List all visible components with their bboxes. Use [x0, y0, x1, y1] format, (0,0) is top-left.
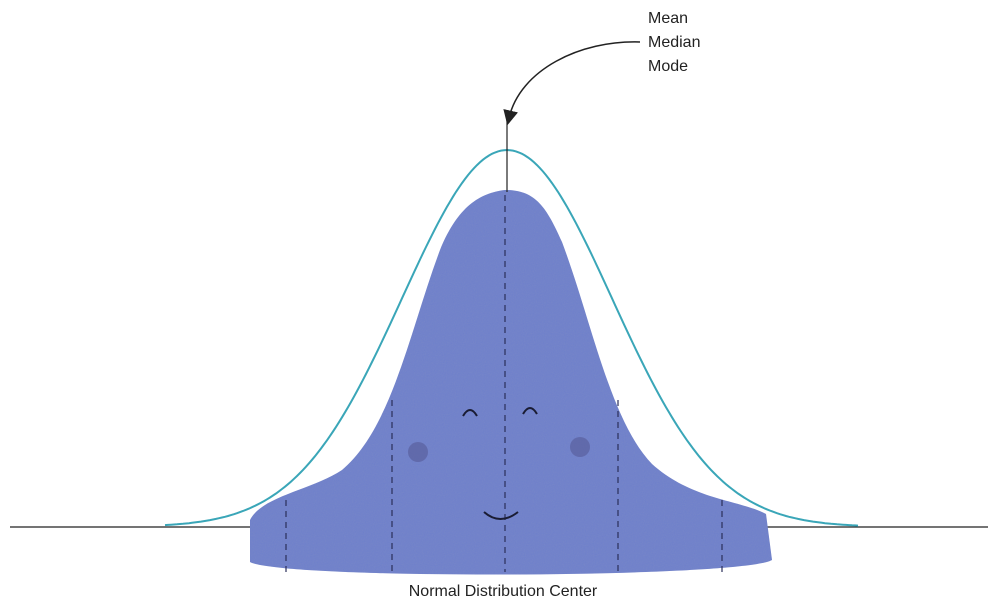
annotation-line: Mode	[648, 58, 688, 75]
arrow	[509, 42, 640, 118]
cheek	[570, 437, 590, 457]
caption: Normal Distribution Center	[409, 583, 598, 600]
annotation-line: Median	[648, 34, 700, 51]
cheek	[408, 442, 428, 462]
page: Mean Median Mode Normal Distribution Cen…	[0, 0, 998, 600]
annotation-line: Mean	[648, 10, 688, 27]
illustration: Mean Median Mode Normal Distribution Cen…	[0, 0, 998, 600]
